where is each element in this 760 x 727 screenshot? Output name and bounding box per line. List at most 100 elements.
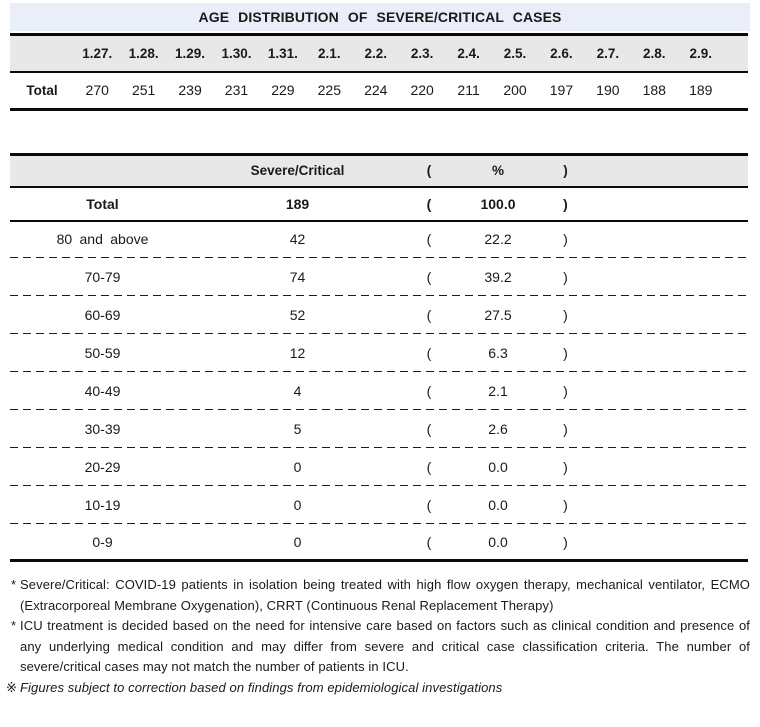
age-row-count: 5: [293, 420, 302, 437]
age-row-label: 30-39: [84, 420, 121, 437]
age-row-label: Total: [86, 195, 119, 212]
age-row-spacer: [593, 187, 748, 221]
daily-total-value: 270: [85, 82, 109, 99]
age-group-row: 40-49 4 ( 2.1 ): [10, 373, 748, 409]
count-open-paren: (: [426, 496, 432, 513]
age-group-row: 10-19 0 ( 0.0 ): [10, 487, 748, 523]
age-row-pct: 2.1: [488, 382, 508, 399]
footnote-text: Severe/Critical: COVID-19 patients in is…: [20, 577, 750, 613]
footnote-text: Figures subject to correction based on f…: [20, 679, 503, 695]
daily-total-value: 229: [271, 82, 295, 99]
daily-total-row: Total 270 251 239 231 229 225 224 220 21…: [10, 72, 748, 110]
age-group-row: 60-69 52 ( 27.5 ): [10, 297, 748, 333]
age-row-count: 0: [293, 533, 302, 550]
date-header: 1.27.: [82, 45, 113, 61]
age-distribution-table: Severe/Critical ( % ) Total 189 ( 100.0 …: [10, 153, 748, 562]
daily-total-value: 188: [642, 82, 666, 99]
age-row-count: 12: [289, 344, 306, 361]
footnote-marker: *: [11, 577, 17, 592]
count-open-paren: (: [426, 344, 432, 361]
age-group-row: 50-59 12 ( 6.3 ): [10, 335, 748, 371]
age-row-pct: 100.0: [480, 195, 516, 212]
age-header-row: Severe/Critical ( % ): [10, 154, 748, 187]
count-open-paren: (: [426, 533, 432, 550]
daily-total-value: 190: [596, 82, 620, 99]
dashed-divider: [10, 370, 748, 373]
date-header: 2.7.: [596, 45, 620, 61]
age-row-pct: 39.2: [484, 268, 512, 285]
age-row-count: 74: [289, 268, 306, 285]
age-row-count: 189: [285, 195, 310, 212]
date-header: 1.29.: [175, 45, 206, 61]
date-header: 2.1.: [318, 45, 341, 61]
date-header: 2.8.: [643, 45, 666, 61]
footnote-severe-critical-definition: * Severe/Critical: COVID-19 patients in …: [10, 575, 750, 616]
daily-total-value: 220: [410, 82, 434, 99]
pct-open-paren: (: [426, 163, 432, 179]
age-row-spacer: [593, 259, 748, 295]
age-row-spacer: [593, 449, 748, 485]
count-open-paren: (: [426, 268, 432, 285]
age-row-label: 50-59: [84, 344, 121, 361]
age-row-label: 0-9: [92, 533, 113, 550]
date-header: 2.4.: [457, 45, 480, 61]
count-close-paren: ): [563, 533, 568, 550]
daily-total-value: 251: [131, 82, 156, 99]
footnotes-section: * Severe/Critical: COVID-19 patients in …: [6, 575, 750, 699]
daily-totals-table: 1.27. 1.28. 1.29. 1.30. 1.31. 2.1. 2.2. …: [10, 33, 748, 111]
daily-total-value: 211: [457, 82, 480, 99]
age-row-pct: 6.3: [488, 344, 508, 361]
footnote-marker: *: [11, 618, 17, 634]
dashed-divider: [10, 332, 748, 335]
daily-total-value: 197: [549, 82, 574, 99]
severe-critical-header: Severe/Critical: [250, 163, 345, 179]
count-open-paren: (: [426, 195, 432, 212]
dashed-divider: [10, 256, 748, 259]
count-close-paren: ): [563, 268, 568, 285]
dashed-divider: [10, 522, 748, 525]
date-header: 1.30.: [221, 45, 252, 61]
age-row-spacer: [593, 487, 748, 523]
report-title-bar: AGE DISTRIBUTION OF SEVERE/CRITICAL CASE…: [10, 3, 750, 31]
age-row-count: 52: [289, 306, 306, 323]
age-row-spacer: [593, 335, 748, 371]
date-header: 2.6.: [550, 45, 573, 61]
footnote-marker: ※: [6, 679, 17, 695]
date-header: 2.5.: [503, 45, 527, 61]
age-row-count: 0: [293, 458, 302, 475]
age-row-spacer: [593, 525, 748, 561]
age-row-count: 0: [293, 496, 302, 513]
count-close-paren: ): [563, 306, 568, 323]
age-row-pct: 0.0: [488, 496, 508, 513]
age-row-pct: 2.6: [488, 420, 508, 437]
daily-total-value: 231: [224, 82, 249, 99]
age-row-pct: 0.0: [488, 533, 508, 550]
date-header: 2.2.: [364, 45, 387, 61]
daily-header-spacer: [724, 35, 748, 72]
age-row-spacer: [593, 297, 748, 333]
pct-close-paren: ): [563, 163, 568, 179]
count-close-paren: ): [563, 195, 568, 212]
age-row-count: 4: [293, 382, 302, 399]
date-header: 2.3.: [410, 45, 434, 61]
date-header: 1.28.: [128, 45, 159, 61]
pct-header: %: [491, 163, 504, 179]
age-group-row: 0-9 0 ( 0.0 ): [10, 525, 748, 561]
count-open-paren: (: [426, 458, 432, 475]
daily-corner-cell: [10, 35, 74, 72]
daily-date-header-row: 1.27. 1.28. 1.29. 1.30. 1.31. 2.1. 2.2. …: [10, 34, 748, 72]
daily-total-value: 200: [503, 82, 527, 99]
age-row-spacer: [593, 411, 748, 447]
count-close-paren: ): [563, 496, 568, 513]
count-open-paren: (: [426, 306, 432, 323]
dashed-divider: [10, 408, 748, 411]
daily-total-value: 225: [317, 82, 341, 99]
date-header: 2.9.: [689, 45, 712, 61]
date-header: 1.31.: [267, 45, 298, 61]
age-row-label: 20-29: [84, 458, 121, 475]
dashed-divider: [10, 446, 748, 449]
daily-total-value: 239: [178, 82, 202, 99]
age-row-spacer: [593, 221, 748, 257]
daily-row-spacer: [724, 72, 748, 110]
age-row-label: 60-69: [84, 306, 121, 323]
